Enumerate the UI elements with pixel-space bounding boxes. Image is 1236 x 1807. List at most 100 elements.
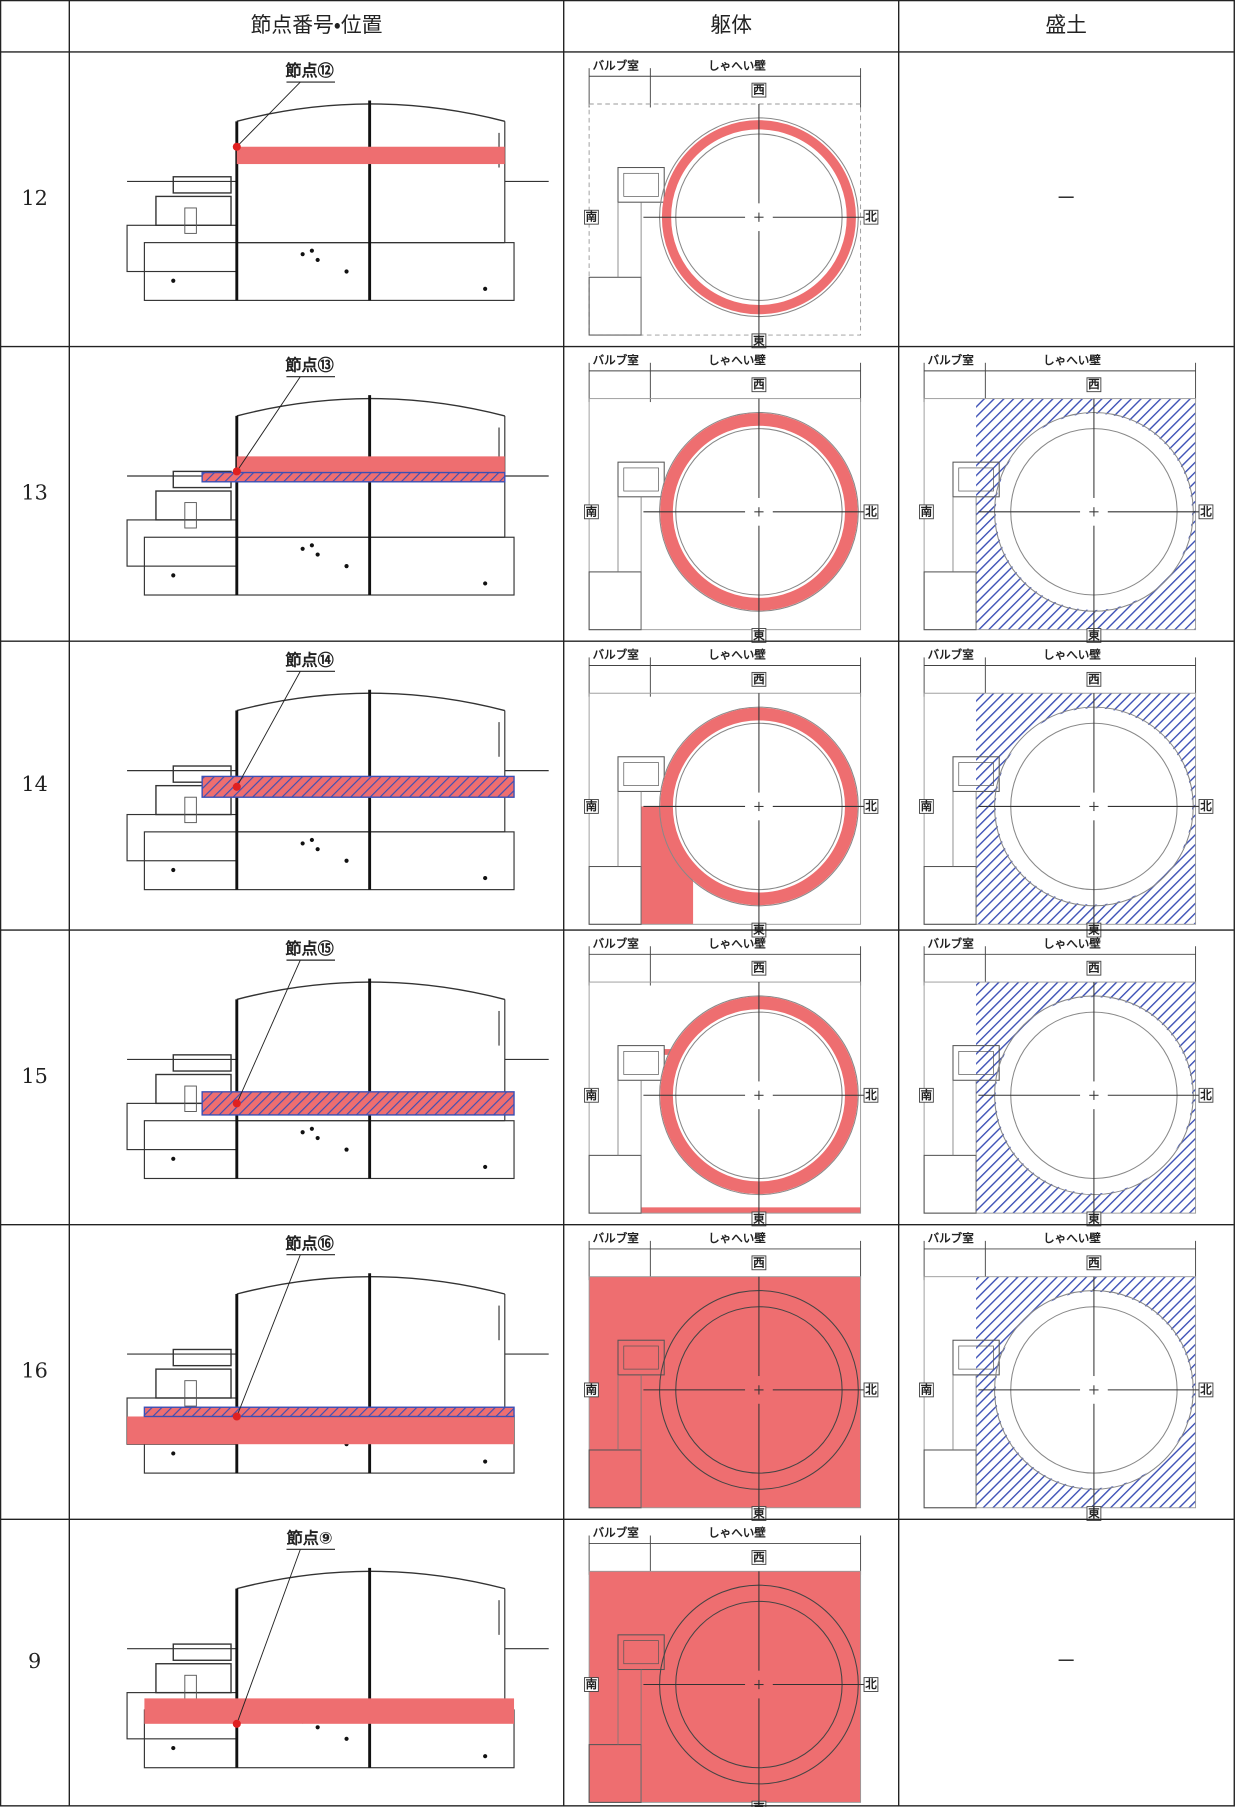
label-box [751, 1800, 767, 1807]
valve-room [623, 1345, 659, 1370]
plan-label: バルブ室 [593, 353, 640, 367]
hatch-band [143, 1406, 515, 1418]
label-box [751, 82, 767, 98]
dot [300, 252, 305, 257]
plan-label: 南 [586, 1088, 598, 1102]
valve-room [958, 762, 994, 786]
shape [143, 831, 515, 891]
dot [483, 1459, 488, 1464]
body-fill [589, 1571, 861, 1803]
label-box [1086, 628, 1102, 643]
plan-label: 西 [1088, 1255, 1100, 1269]
dot [300, 841, 305, 846]
dot [309, 837, 314, 843]
label-box [919, 1382, 934, 1398]
plan-label: 北 [1200, 799, 1212, 813]
row-number: 16 [21, 1359, 47, 1383]
label-box [1198, 504, 1214, 520]
red-band [236, 146, 505, 165]
shape [184, 502, 197, 529]
node-label: 節点⑫ [285, 61, 333, 80]
plan-label: 南 [921, 1088, 933, 1102]
label-box [584, 1382, 599, 1398]
valve-room [923, 1449, 977, 1509]
plan-label: しゃへい壁 [708, 648, 766, 662]
label-box [1086, 377, 1102, 393]
shape [143, 242, 515, 301]
label-box [751, 1211, 767, 1227]
shape [155, 1663, 232, 1694]
label-box [919, 799, 934, 814]
fill-hatch [976, 1276, 1196, 1508]
fill-text: － [1056, 1649, 1077, 1673]
node-label: 節点⑨ [287, 1528, 333, 1547]
label-box [751, 333, 767, 349]
node-label: 節点⑭ [285, 650, 333, 669]
shape [126, 813, 238, 862]
header-body: 躯体 [710, 13, 752, 37]
shape [184, 1085, 197, 1112]
dot [344, 1736, 349, 1741]
label-box [1198, 799, 1214, 814]
dot [315, 847, 320, 852]
node-dot [232, 1099, 241, 1108]
label-box [751, 671, 767, 687]
dot [344, 564, 349, 569]
hatch-band [201, 471, 506, 483]
plan-label: 北 [865, 210, 877, 224]
label-box [1086, 1506, 1102, 1521]
plan-label: バルブ室 [593, 58, 640, 72]
label-box [584, 504, 599, 520]
dot [171, 573, 176, 578]
plan-label: 南 [921, 799, 933, 813]
plan-label: バルブ室 [928, 353, 975, 367]
dot [315, 257, 320, 263]
valve-room [623, 1640, 659, 1665]
label-box [1086, 960, 1102, 976]
label-box [1198, 1087, 1214, 1103]
plan-label: 西 [753, 377, 765, 391]
plan-label: バルブ室 [593, 1526, 640, 1540]
plan-label: 南 [921, 1382, 933, 1396]
label-box [584, 1677, 599, 1692]
label-box [751, 1506, 767, 1521]
dot [483, 876, 488, 881]
dot [483, 581, 488, 586]
valve-room [958, 467, 994, 492]
node-dot [232, 782, 241, 791]
shape [172, 1643, 232, 1661]
label-box [919, 1087, 934, 1103]
body-fill [641, 1207, 861, 1214]
plan-label: 東 [752, 628, 765, 642]
plan-label: 西 [753, 672, 765, 686]
plan-label: しゃへい壁 [708, 353, 766, 367]
node-label: 節点⑬ [285, 356, 333, 375]
row-number: 14 [21, 772, 47, 796]
plan-label: 東 [752, 333, 765, 347]
dot [309, 543, 314, 548]
label-box [751, 960, 767, 976]
label-box [584, 799, 599, 814]
node-dot [232, 142, 241, 151]
plan-label: 西 [1088, 377, 1100, 391]
plan-label: 南 [586, 1677, 598, 1691]
plan-label: 北 [1200, 504, 1212, 518]
plan-label: 西 [753, 961, 765, 975]
valve-room [958, 1051, 994, 1075]
plan-label: 北 [865, 1088, 877, 1102]
red-band [127, 1416, 515, 1445]
label-box [1198, 1382, 1214, 1398]
shape [155, 195, 232, 226]
hatch-band [201, 1091, 515, 1116]
label-box [919, 504, 934, 520]
node-dot [232, 1719, 241, 1728]
plan-label: しゃへい壁 [1043, 936, 1101, 950]
plan-label: 東 [1087, 1211, 1100, 1225]
plan-label: 西 [1088, 961, 1100, 975]
dot [315, 1135, 320, 1141]
shape [143, 1120, 515, 1180]
label-box [863, 1677, 879, 1692]
plan-label: 北 [865, 504, 877, 518]
label-box [863, 1087, 879, 1103]
